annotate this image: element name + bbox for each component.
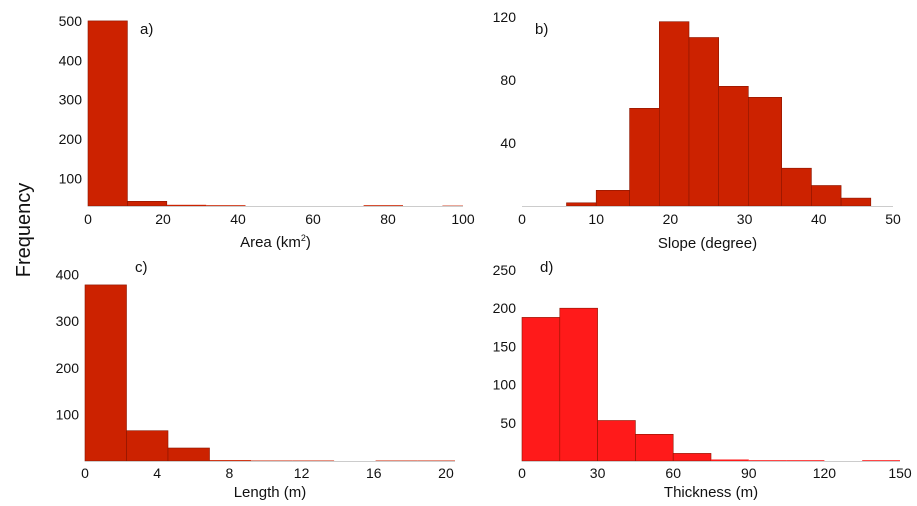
x-axis-label-sup-a: 2 [301, 233, 306, 243]
x-tick-label-d-1: 30 [590, 465, 606, 481]
bar-d-2 [597, 420, 636, 462]
y-tick-label-a-4: 500 [59, 13, 83, 29]
y-tick-label-b-0: 40 [500, 135, 516, 151]
y-tick-label-d-3: 200 [493, 300, 517, 316]
bar-d-9 [862, 460, 900, 462]
x-tick-label-d-2: 60 [665, 465, 681, 481]
bar-a-0 [87, 20, 128, 207]
x-axis-label-c: Length (m) [234, 484, 307, 501]
panel-label-c: c) [135, 259, 148, 276]
x-tick-label-c-5: 20 [438, 465, 454, 481]
y-tick-label-b-2: 120 [493, 9, 517, 25]
bar-b-5 [718, 86, 749, 207]
x-tick-label-a-2: 40 [230, 211, 246, 227]
x-tick-label-c-4: 16 [366, 465, 382, 481]
x-tick-label-c-1: 4 [153, 465, 161, 481]
x-tick-label-d-4: 120 [813, 465, 837, 481]
x-tick-label-d-0: 0 [518, 465, 526, 481]
bar-b-4 [688, 37, 720, 207]
panel-a: 0 20 40 60 80 100 100 200 300 400 500 a) Area (km2) [59, 13, 475, 251]
x-tick-label-a-4: 80 [380, 211, 396, 227]
bar-c-3 [209, 460, 251, 462]
y-tick-label-c-0: 100 [56, 406, 80, 422]
x-axis-label-text-a: Area (km [240, 234, 301, 251]
x-tick-label-c-2: 8 [225, 465, 233, 481]
x-tick-label-c-3: 12 [294, 465, 310, 481]
bar-c-0 [84, 284, 127, 462]
y-tick-label-d-0: 50 [500, 415, 516, 431]
x-tick-label-a-5: 100 [451, 211, 475, 227]
x-axis-label-b: Slope (degree) [658, 235, 757, 252]
bar-a-2 [166, 204, 207, 206]
bar-b-0 [566, 202, 597, 207]
x-axis-label-tail-a: ) [306, 234, 311, 251]
y-tick-label-a-1: 200 [59, 131, 83, 147]
y-tick-label-c-1: 200 [56, 360, 80, 376]
bar-b-1 [595, 190, 630, 207]
bar-b-2 [629, 108, 660, 207]
x-axis-label-a: Area (km2) [240, 233, 311, 251]
x-tick-label-a-0: 0 [84, 211, 92, 227]
panel-label-b: b) [535, 21, 548, 38]
panel-label-a: a) [140, 21, 153, 38]
panel-c: 0 4 8 12 16 20 100 200 300 400 c) Length (m) [56, 259, 455, 501]
y-tick-label-a-2: 300 [59, 92, 83, 108]
y-tick-label-c-3: 400 [56, 267, 80, 283]
y-tick-label-d-1: 100 [493, 377, 517, 393]
x-tick-label-a-1: 20 [155, 211, 171, 227]
bar-a-1 [127, 201, 168, 207]
y-tick-label-c-2: 300 [56, 313, 80, 329]
x-axis-label-text-c: Length (m) [234, 484, 307, 501]
figure-ylabel: Frequency [13, 183, 35, 278]
x-tick-label-b-1: 10 [588, 211, 604, 227]
x-axis-label-d: Thickness (m) [664, 484, 758, 501]
bar-a-3 [206, 205, 246, 207]
bar-d-4 [672, 453, 712, 462]
x-tick-label-b-5: 50 [885, 211, 901, 227]
bar-d-5 [711, 459, 749, 461]
x-tick-label-a-3: 60 [305, 211, 321, 227]
y-tick-label-a-3: 400 [59, 52, 83, 68]
panel-d: 0 30 60 90 120 150 50 100 150 200 250 d) Thickness (… [493, 259, 912, 501]
x-axis-label-text-b: Slope (degree) [658, 235, 757, 252]
bar-b-7 [781, 167, 812, 207]
x-axis-label-text-d: Thickness (m) [664, 484, 758, 501]
x-tick-label-d-3: 90 [741, 465, 757, 481]
bar-c-1 [126, 430, 169, 462]
bar-b-9 [840, 197, 872, 207]
y-tick-label-a-0: 100 [59, 170, 83, 186]
x-tick-label-d-5: 150 [888, 465, 912, 481]
y-tick-label-d-4: 250 [493, 262, 517, 278]
bar-d-7 [786, 460, 825, 462]
x-tick-label-b-3: 30 [737, 211, 753, 227]
bar-a-7 [363, 205, 403, 207]
bar-b-3 [658, 21, 690, 207]
x-tick-label-b-0: 0 [518, 211, 526, 227]
y-tick-label-b-1: 80 [500, 72, 516, 88]
y-tick-label-d-2: 150 [493, 338, 517, 354]
bar-b-8 [811, 185, 842, 207]
x-tick-label-c-0: 0 [81, 465, 89, 481]
bar-b-6 [747, 97, 782, 207]
x-tick-label-b-4: 40 [811, 211, 827, 227]
panel-b: 0 10 20 30 40 50 40 80 120 b) Slope (degree) [493, 9, 901, 252]
bar-d-0 [521, 317, 561, 462]
panel-label-d: d) [540, 259, 553, 276]
bar-d-3 [635, 433, 674, 462]
bar-c-2 [167, 447, 210, 462]
bar-d-6 [748, 460, 787, 462]
x-tick-label-b-2: 20 [663, 211, 679, 227]
bar-d-1 [559, 307, 598, 462]
